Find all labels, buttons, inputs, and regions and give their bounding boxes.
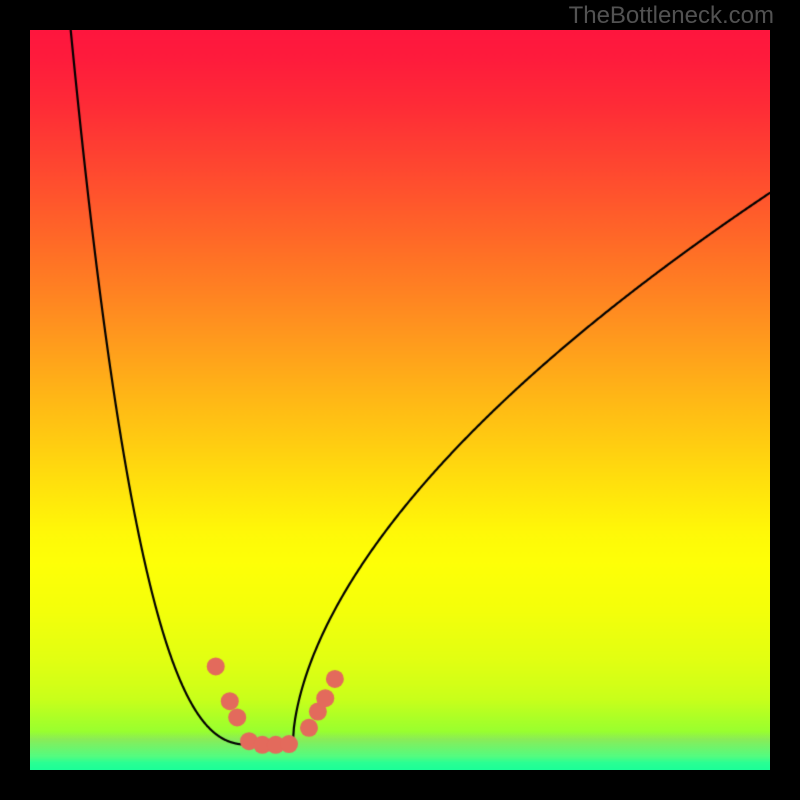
chart-stage: TheBottleneck.com (0, 0, 800, 800)
bottleneck-curve (0, 0, 800, 800)
watermark-text: TheBottleneck.com (569, 2, 774, 30)
